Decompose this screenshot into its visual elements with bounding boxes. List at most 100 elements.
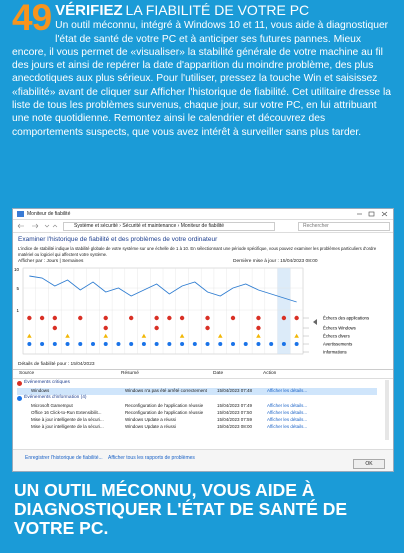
warning: [217, 333, 223, 338]
details-table: Source Résumé Date Action Événements critiqu…: [13, 369, 393, 448]
footer-headline: UN OUTIL MÉCONNU, VOUS AIDE À DIAGNOSTIQ…: [14, 480, 348, 538]
app-failure: [78, 315, 83, 321]
group-header[interactable]: Événements d'information (4): [17, 395, 384, 402]
warning: [103, 333, 109, 338]
event-cell: 15/04/2023 07:59: [217, 417, 253, 422]
information: [78, 342, 83, 346]
windows-failure: [154, 325, 159, 331]
information: [256, 342, 261, 346]
event-row: Mise à jour intelligente de la sécuri...…: [17, 424, 377, 431]
breadcrumb: Système et sécurité › Sécurité et mainte…: [74, 223, 225, 229]
information: [269, 342, 274, 346]
scroll-arrow: [313, 319, 317, 325]
app-failure: [39, 315, 45, 321]
search-field[interactable]: Rechercher: [298, 222, 390, 231]
legend-entry: Informations: [323, 350, 347, 355]
information: [243, 342, 248, 346]
app-failure: [205, 315, 210, 321]
app-failure: [103, 315, 108, 321]
information: [167, 342, 172, 346]
event-cell: Reconfiguration de l'application réussie: [125, 410, 204, 415]
screenshot: Moniteur de fiabilité Système et sécurit…: [12, 208, 394, 472]
information: [40, 342, 45, 346]
window-controls: [357, 211, 388, 217]
article-top: 49 VÉRIFIEZ LA FIABILITÉ DE VOTRE PC Un …: [12, 0, 394, 139]
column-header: Date: [213, 371, 224, 376]
information: [141, 342, 146, 346]
legend-entry: Échecs Windows: [323, 326, 356, 331]
header-rule: [13, 378, 393, 379]
description: L'indice de stabilité indique la stabili…: [18, 246, 377, 257]
view-by[interactable]: Afficher par : Jours | Semaines: [18, 259, 84, 264]
last-update: Dernière mise à jour : 15/04/2023 08:00: [233, 259, 318, 264]
app-failure: [27, 315, 32, 321]
information: [27, 342, 32, 346]
information: [91, 342, 95, 346]
event-cell: Windows Update a réussi: [125, 424, 177, 429]
details-title: Détails de fiabilité pour : 15/04/2023: [18, 362, 95, 367]
windows-failure: [52, 325, 58, 331]
event-row: Mise à jour intelligente de la sécuri...…: [17, 417, 377, 424]
information: [218, 342, 223, 346]
detail-link[interactable]: Afficher les détails...: [267, 424, 308, 429]
address-field[interactable]: Système et sécurité › Sécurité et mainte…: [63, 222, 275, 231]
detail-link[interactable]: Afficher les détails...: [267, 417, 308, 422]
app-failure: [167, 315, 172, 321]
group-title: Événements critiques: [24, 380, 70, 385]
column-header: Action: [263, 371, 277, 376]
event-cell: Mise à jour intelligente de la sécuri...: [31, 424, 104, 429]
event-cell: Reconfiguration de l'application réussie: [125, 403, 204, 408]
headline: LA FIABILITÉ DE VOTRE PC: [125, 2, 310, 18]
headline-bold: VÉRIFIEZ: [55, 2, 123, 19]
event-cell: 15/04/2023 07:48: [217, 388, 253, 393]
legend-entry: Échecs des applications: [323, 316, 369, 321]
body-text: Un outil méconnu, intégré à Windows 10 e…: [12, 20, 391, 138]
warning: [294, 333, 299, 338]
information: [65, 342, 70, 346]
scale-label: 10: [14, 267, 20, 272]
detail-link[interactable]: Afficher les détails...: [267, 410, 308, 415]
detail-link[interactable]: Afficher les détails...: [267, 403, 308, 408]
legend-entry: Avertissements: [323, 342, 352, 347]
information: [205, 342, 210, 346]
heading: Examiner l'historique de fiabilité et de…: [18, 236, 218, 243]
information: [180, 342, 185, 346]
event-row: Microsoft GameInput Reconfiguration de l'…: [17, 403, 377, 410]
event-row: Office 16 Click-to-Run Extensibilit... Re…: [17, 410, 377, 417]
warning: [65, 333, 70, 338]
column-header: Source: [19, 371, 35, 376]
scale-label: 1: [16, 308, 19, 313]
group-icon: [17, 396, 22, 401]
information: [52, 342, 57, 346]
information: [231, 342, 235, 346]
titlebar: Moniteur de fiabilité: [13, 209, 393, 220]
information: [294, 342, 299, 346]
event-cell: 15/04/2023 07:50: [217, 410, 253, 415]
app-failure: [230, 315, 236, 321]
reports-link[interactable]: Afficher tous les rapports de problèmes: [108, 455, 195, 461]
app-failure: [281, 315, 287, 321]
detail-link[interactable]: Afficher les détails...: [267, 388, 308, 393]
event-cell: Mise à jour intelligente de la sécuri...: [31, 417, 104, 422]
group-header[interactable]: Événements critiques: [17, 380, 384, 387]
stability-chart: 10 5 1 Échecs des applications Échecs Window…: [14, 267, 369, 355]
app-failure: [52, 315, 58, 321]
app-icon: [17, 211, 24, 217]
information: [129, 342, 134, 346]
ok-button[interactable]: OK: [353, 459, 385, 469]
scrollbar: [385, 380, 389, 440]
legend-entry: Échecs divers: [323, 334, 350, 339]
event-row: Windows Windows n'a pas été arrêté correc…: [17, 388, 377, 395]
event-cell: Windows: [31, 388, 50, 393]
information: [154, 342, 159, 346]
information: [281, 342, 286, 346]
warning: [27, 333, 32, 338]
stability-line: [29, 275, 297, 303]
app-failure: [179, 315, 185, 321]
bottom-bar: Enregistrer l'historique de fiabilité...…: [13, 449, 393, 471]
warning: [141, 333, 147, 338]
save-link[interactable]: Enregistrer l'historique de fiabilité...: [25, 455, 103, 461]
windows-failure: [256, 325, 261, 331]
scale-label: 5: [16, 286, 19, 291]
